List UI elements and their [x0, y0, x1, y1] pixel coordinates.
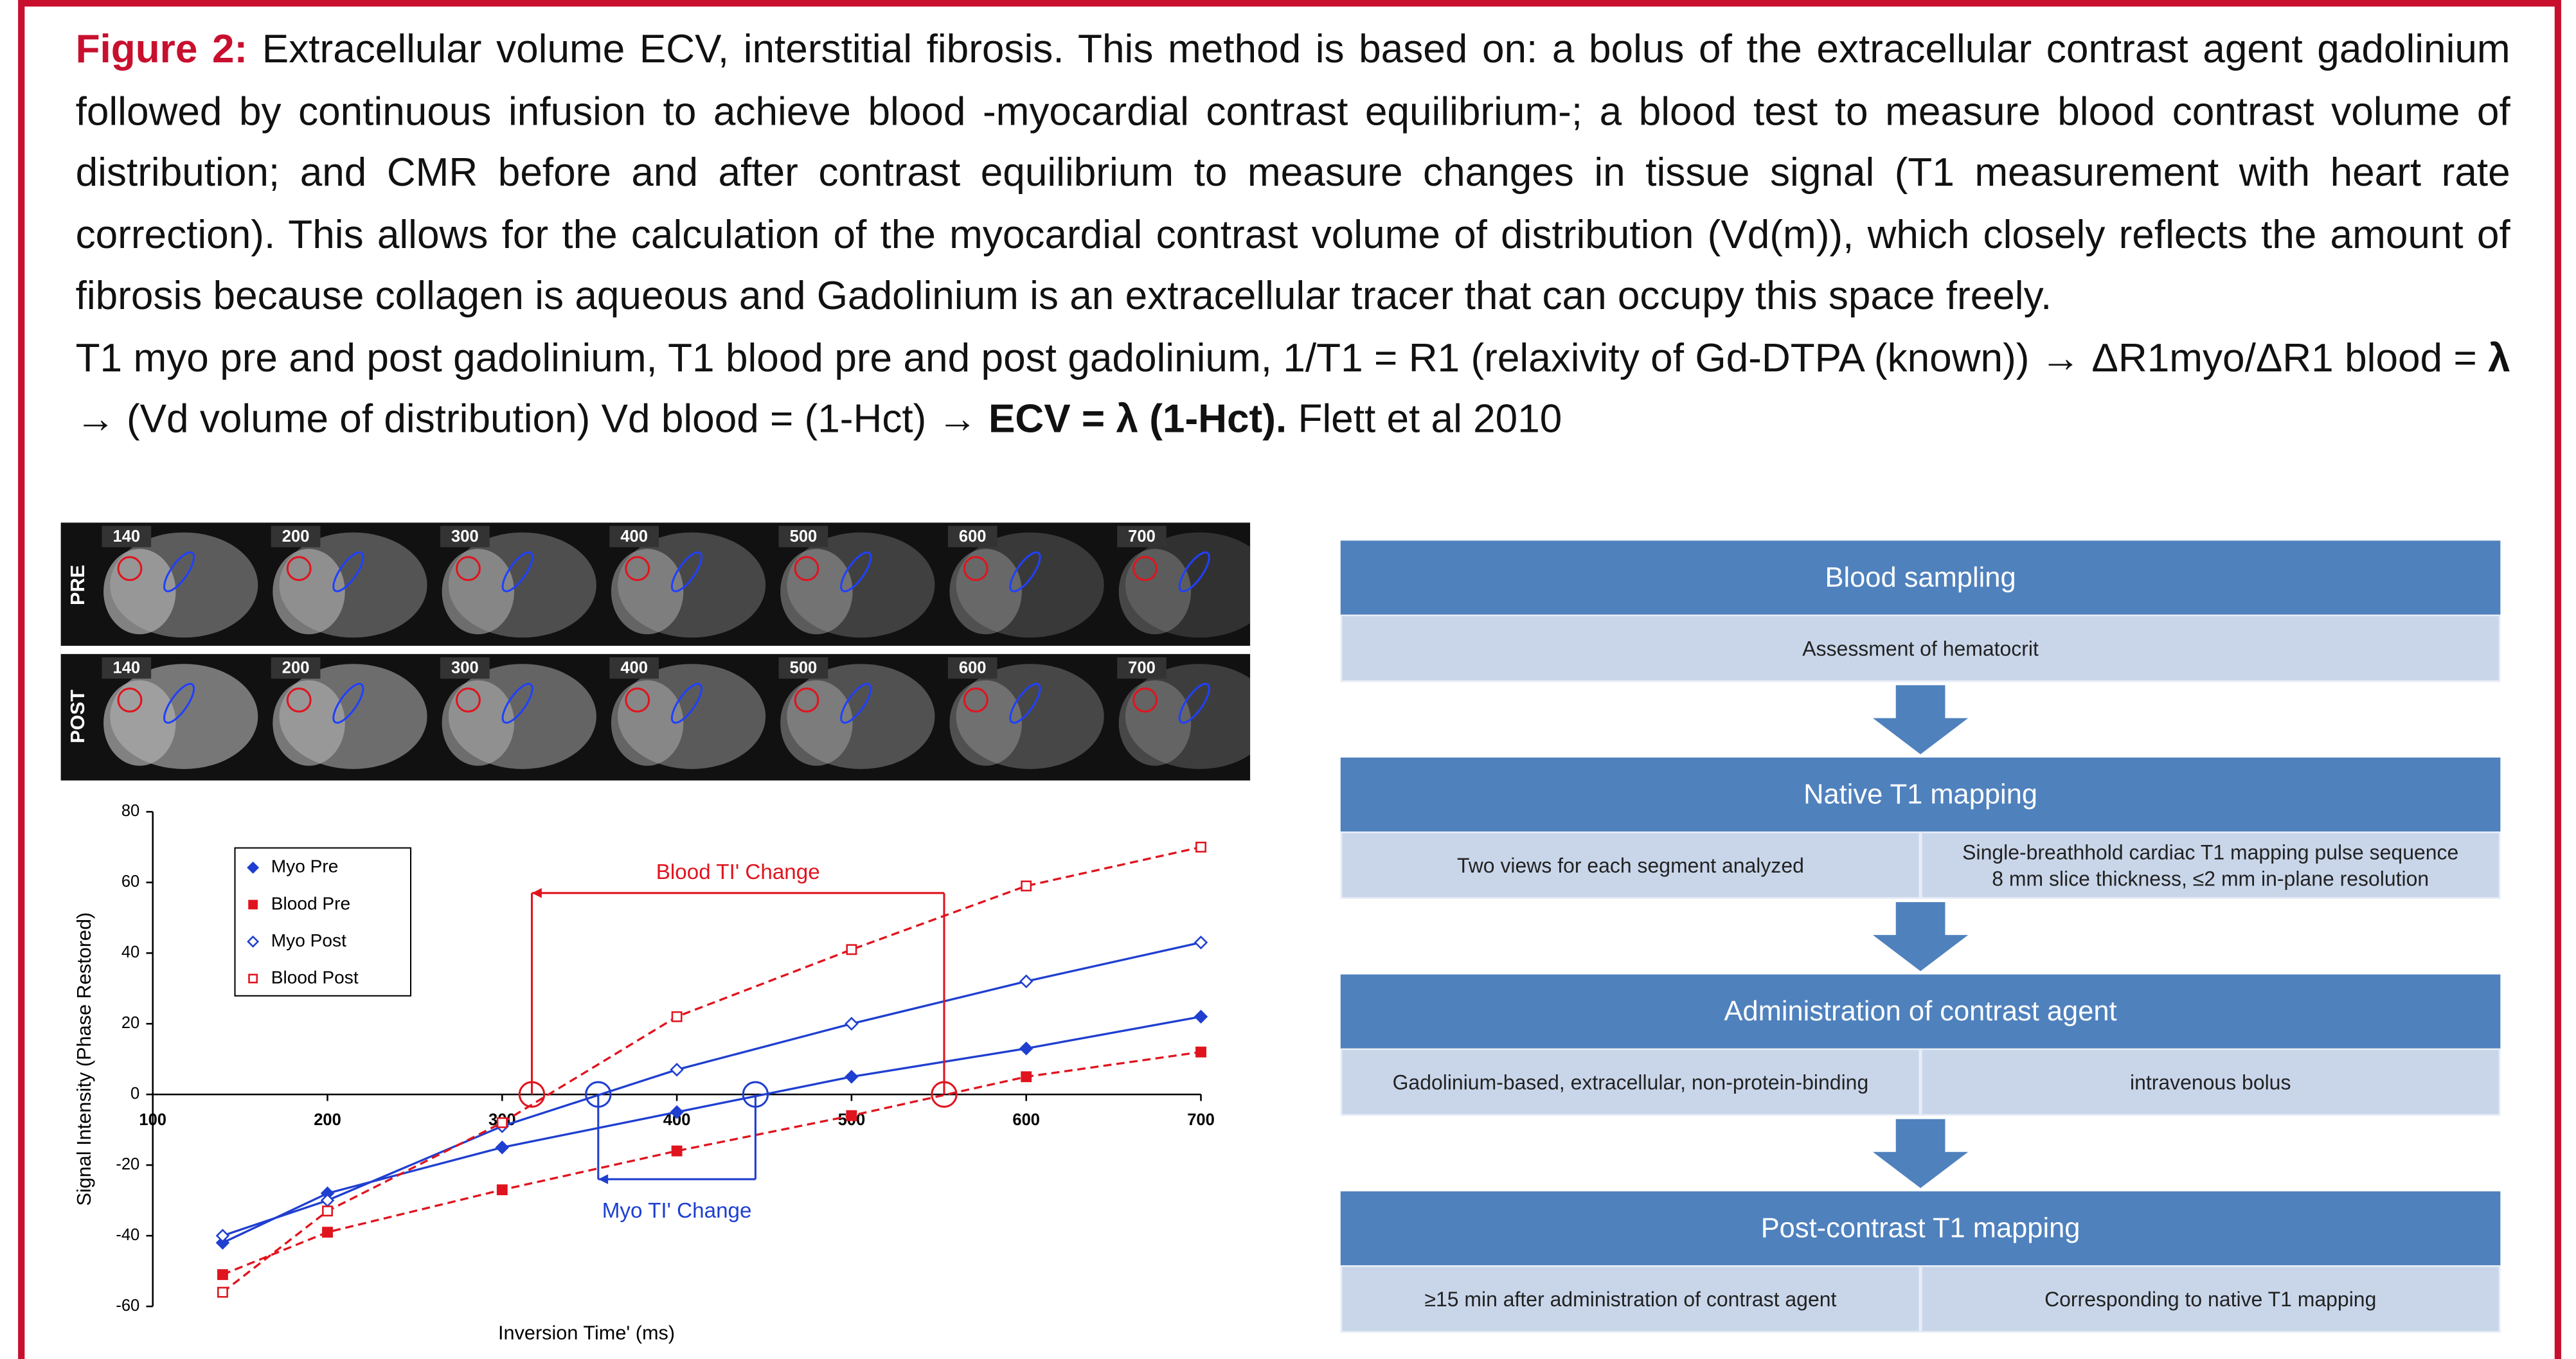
step-title: Administration of contrast agent: [1341, 975, 2501, 1049]
cell-line: Corresponding to native T1 mapping: [2044, 1286, 2376, 1312]
step-cell: Gadolinium-based, extracellular, non-pro…: [1341, 1049, 1920, 1116]
cell-line: Two views for each segment analyzed: [1457, 852, 1804, 878]
step-cell: ≥15 min after administration of contrast…: [1341, 1265, 1920, 1333]
cell-line: Gadolinium-based, extracellular, non-pro…: [1393, 1069, 1869, 1096]
step-title: Blood sampling: [1341, 540, 2501, 614]
flow-arrow: [1873, 902, 1968, 971]
step-cell: Single-breathhold cardiac T1 mapping pul…: [1920, 831, 2500, 899]
flow-arrow: [1873, 685, 1968, 754]
cell-line: Assessment of hematocrit: [1802, 635, 2039, 661]
cell-line: intravenous bolus: [2130, 1069, 2291, 1096]
cell-line: Single-breathhold cardiac T1 mapping pul…: [1962, 839, 2458, 866]
cell-line: 8 mm slice thickness, ≤2 mm in-plane res…: [1992, 865, 2429, 891]
cell-line: ≥15 min after administration of contrast…: [1424, 1286, 1836, 1312]
step-cell: Corresponding to native T1 mapping: [1920, 1265, 2500, 1333]
step-cell: Two views for each segment analyzed: [1341, 831, 1920, 899]
step-title: Post-contrast T1 mapping: [1341, 1191, 2501, 1265]
step-title: Native T1 mapping: [1341, 758, 2501, 831]
step-cell: Assessment of hematocrit: [1341, 614, 2501, 682]
figure: Figure 2: Extracellular volume ECV, inte…: [0, 0, 2576, 1359]
step-cell: intravenous bolus: [1920, 1049, 2500, 1116]
page: Figure 2: Extracellular volume ECV, inte…: [0, 0, 2576, 1359]
flow-arrow: [1873, 1119, 1968, 1188]
